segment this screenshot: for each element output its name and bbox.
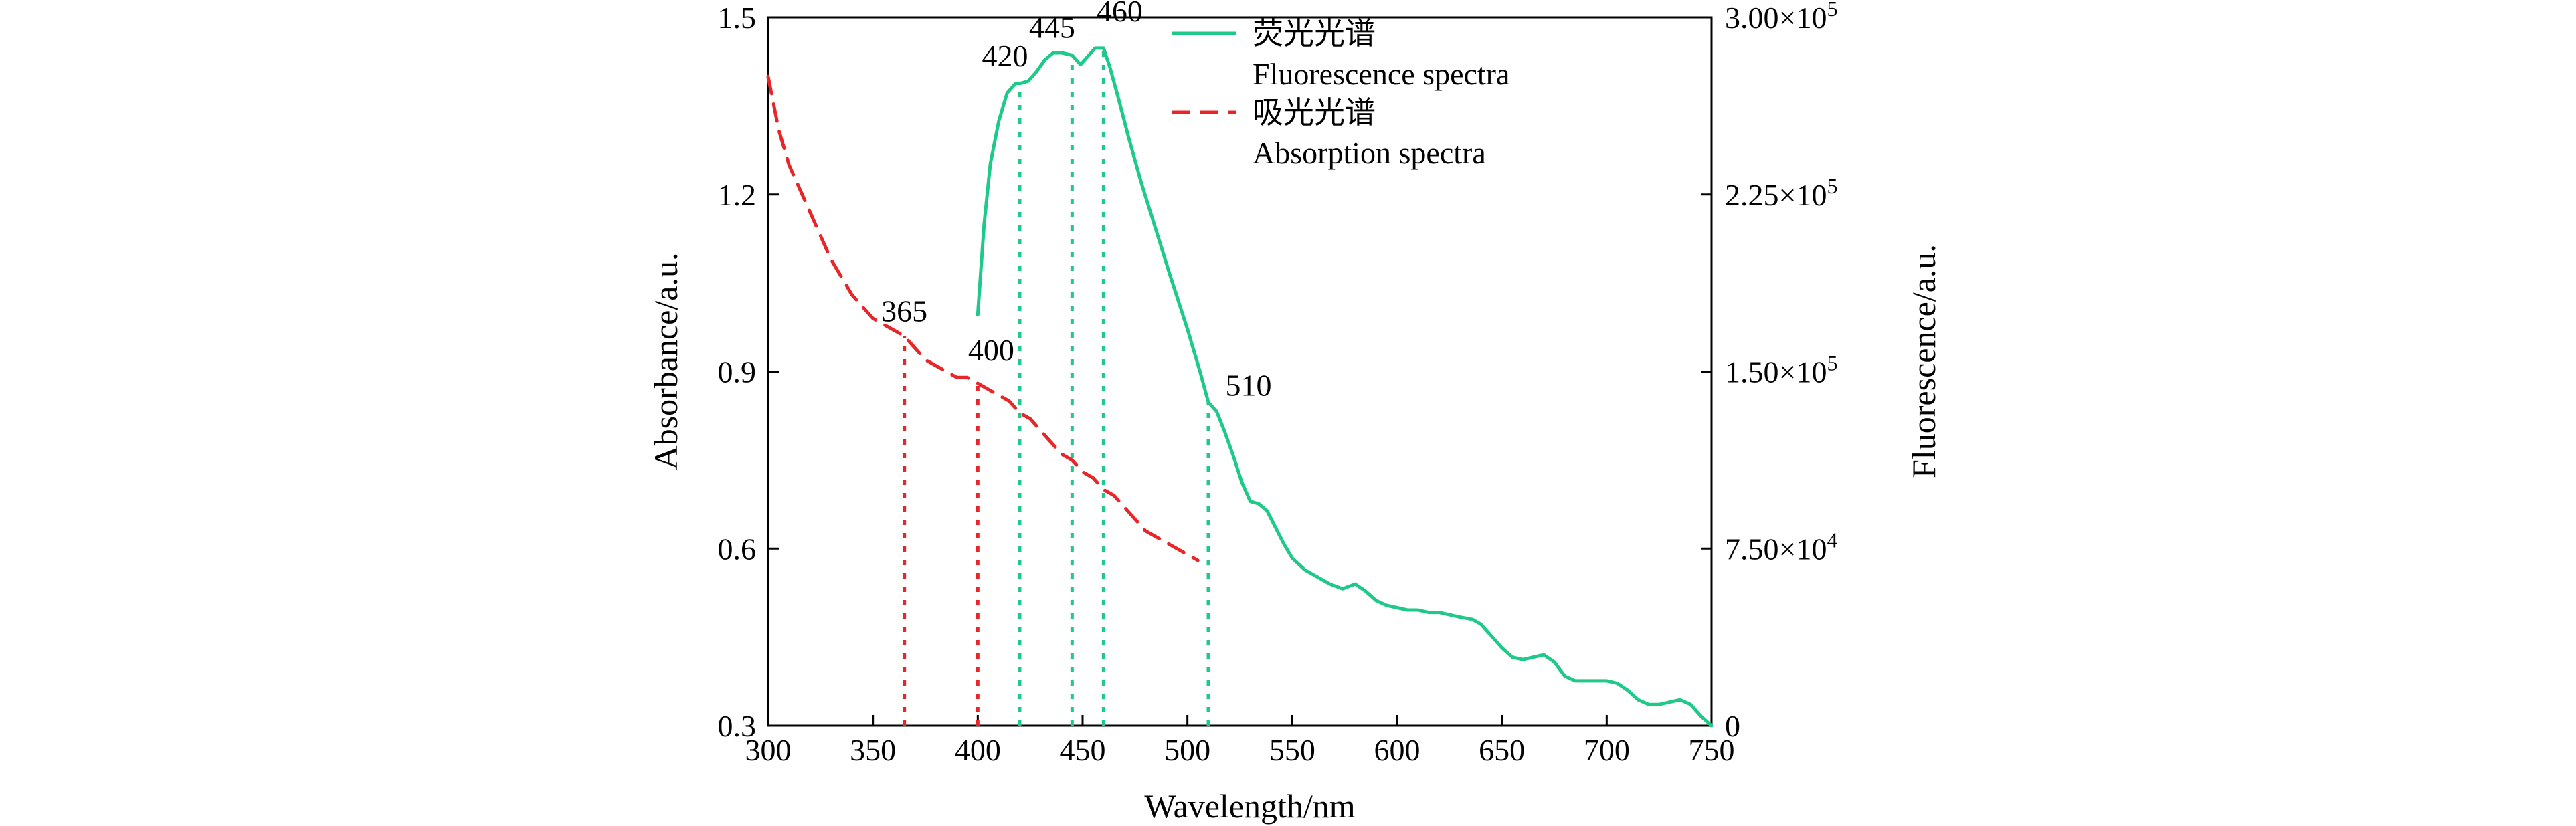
legend-label-en: Absorption spectra bbox=[1253, 136, 1486, 170]
y-left-tick-label: 1.5 bbox=[718, 1, 757, 35]
peak-label-400: 400 bbox=[968, 333, 1014, 367]
y-left-tick-label: 0.9 bbox=[718, 355, 757, 389]
peak-label-445: 445 bbox=[1029, 10, 1075, 44]
x-axis-title: Wavelength/nm bbox=[1144, 787, 1355, 825]
legend: 荧光光谱 Fluorescence spectra 吸光光谱 Absorption s… bbox=[1172, 17, 1509, 170]
x-tick-label: 600 bbox=[1374, 733, 1420, 767]
x-axis: 300 350 400 450 500 550 600 650 700 750 bbox=[745, 715, 1735, 767]
y-left-tick-label: 1.2 bbox=[718, 178, 757, 212]
y-right-tick-label: 1.50×105 bbox=[1725, 351, 1837, 389]
x-tick-label: 300 bbox=[745, 733, 792, 767]
x-tick-label: 750 bbox=[1689, 733, 1735, 767]
y-left-tick-label: 0.3 bbox=[718, 709, 757, 743]
y-right-axis: 0 7.50×104 1.50×105 2.25×105 3.00×105 bbox=[1701, 0, 1837, 743]
x-tick-label: 550 bbox=[1269, 733, 1315, 767]
peak-label-365: 365 bbox=[881, 294, 927, 328]
x-tick-label: 650 bbox=[1479, 733, 1525, 767]
series-lines bbox=[766, 46, 1714, 728]
x-tick-label: 450 bbox=[1060, 733, 1106, 767]
legend-label-zh: 吸光光谱 bbox=[1253, 96, 1376, 130]
y-right-axis-title: Fluorescence/a.u. bbox=[1905, 244, 1942, 478]
peak-label-420: 420 bbox=[982, 39, 1028, 73]
absorption-line bbox=[766, 74, 1200, 562]
peak-label-510: 510 bbox=[1226, 368, 1272, 402]
y-left-tick-label: 0.6 bbox=[718, 532, 757, 566]
legend-label-en: Fluorescence spectra bbox=[1253, 57, 1509, 91]
x-tick-label: 400 bbox=[955, 733, 1001, 767]
peak-label-460: 460 bbox=[1097, 0, 1143, 28]
x-tick-label: 700 bbox=[1584, 733, 1630, 767]
y-left-axis: 0.3 0.6 0.9 1.2 1.5 bbox=[718, 1, 779, 743]
y-right-tick-label: 2.25×105 bbox=[1725, 174, 1837, 212]
y-right-tick-label: 7.50×104 bbox=[1725, 528, 1837, 566]
peak-marker-lines bbox=[903, 47, 1210, 726]
x-tick-label: 350 bbox=[850, 733, 896, 767]
y-left-axis-title: Absorbance/a.u. bbox=[647, 253, 684, 470]
x-tick-label: 500 bbox=[1164, 733, 1210, 767]
legend-label-zh: 荧光光谱 bbox=[1253, 17, 1376, 51]
y-right-tick-label: 3.00×105 bbox=[1725, 0, 1837, 35]
y-right-tick-label: 0 bbox=[1725, 709, 1740, 743]
fluorescence-line bbox=[976, 46, 1714, 728]
